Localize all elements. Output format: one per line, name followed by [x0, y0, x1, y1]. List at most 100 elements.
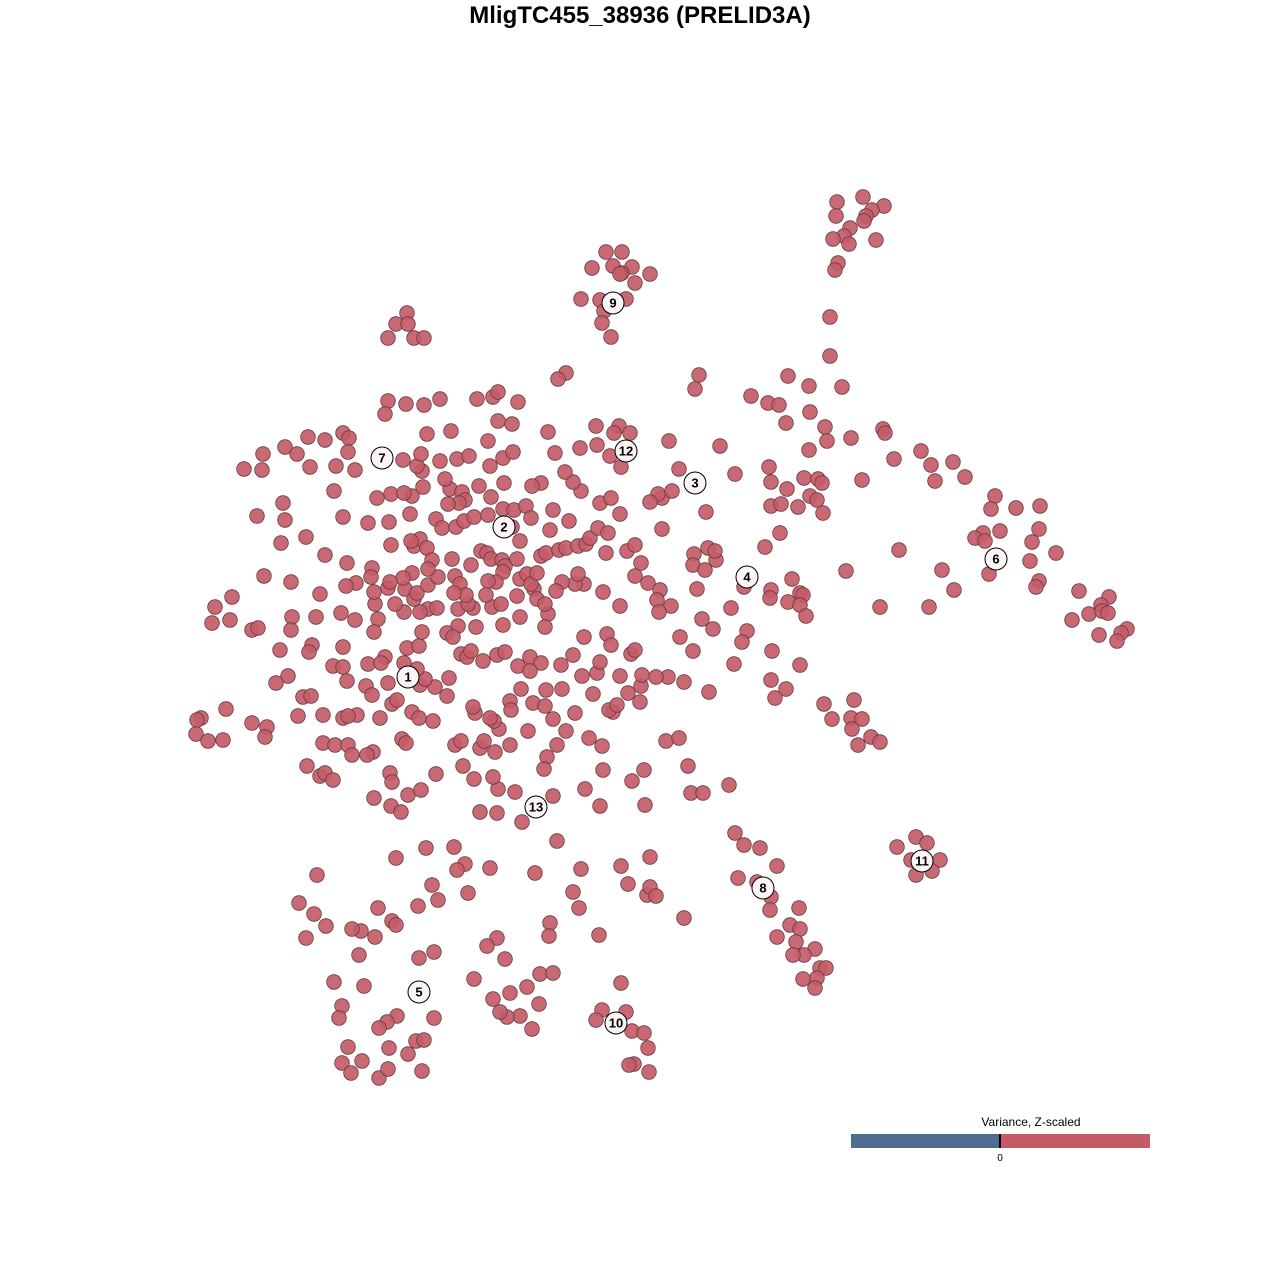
data-point — [627, 568, 643, 584]
data-point — [588, 418, 604, 434]
data-point — [752, 840, 768, 856]
data-point — [341, 430, 357, 446]
data-point — [495, 617, 511, 633]
data-point — [620, 685, 636, 701]
data-point — [603, 490, 619, 506]
data-point — [577, 781, 593, 797]
data-point — [496, 475, 512, 491]
data-point — [957, 469, 973, 485]
data-point — [325, 772, 341, 788]
data-point — [393, 804, 409, 820]
data-point — [591, 927, 607, 943]
data-point — [843, 430, 859, 446]
data-point — [818, 960, 834, 976]
data-point — [335, 639, 351, 655]
data-point — [553, 657, 569, 673]
data-point — [413, 446, 429, 462]
data-point — [460, 885, 476, 901]
data-point — [814, 475, 830, 491]
data-point — [687, 381, 703, 397]
data-point — [468, 619, 484, 635]
data-point — [383, 537, 399, 553]
data-point — [309, 867, 325, 883]
data-point — [603, 637, 619, 653]
data-point — [642, 494, 658, 510]
data-point — [426, 944, 442, 960]
data-point — [598, 545, 614, 561]
data-point — [443, 423, 459, 439]
data-point — [763, 672, 779, 688]
data-point — [934, 562, 950, 578]
data-point — [651, 604, 667, 620]
cluster-label-badge — [370, 446, 394, 470]
data-point — [685, 643, 701, 659]
data-point — [426, 1010, 442, 1026]
data-point — [384, 774, 400, 790]
data-point — [465, 699, 481, 715]
cluster-label-text: 8 — [759, 881, 766, 896]
data-point — [340, 444, 356, 460]
data-point — [380, 1061, 396, 1077]
data-point — [236, 461, 252, 477]
data-point — [510, 394, 526, 410]
data-point — [339, 555, 355, 571]
data-point — [502, 985, 518, 1001]
data-point — [545, 965, 561, 981]
data-point — [308, 609, 324, 625]
data-point — [411, 638, 427, 654]
data-point — [946, 582, 962, 598]
data-point — [701, 684, 717, 700]
data-point — [801, 378, 817, 394]
data-point — [335, 659, 351, 675]
data-point — [987, 488, 1003, 504]
data-point — [520, 723, 536, 739]
data-point — [522, 663, 538, 679]
data-point — [502, 737, 518, 753]
data-point — [550, 371, 566, 387]
data-point — [490, 384, 506, 400]
data-point — [444, 551, 460, 567]
data-point — [676, 674, 692, 690]
data-point — [691, 367, 707, 383]
data-point — [283, 622, 299, 638]
data-point — [672, 629, 688, 645]
data-point — [469, 391, 485, 407]
data-point — [571, 900, 587, 916]
data-point — [497, 644, 513, 660]
data-point — [557, 464, 573, 480]
data-point — [326, 483, 342, 499]
data-point — [727, 466, 743, 482]
cluster-label-text: 12 — [619, 444, 633, 459]
data-point — [532, 966, 548, 982]
data-point — [466, 771, 482, 787]
cluster-label-badge — [407, 980, 431, 1004]
data-point — [1022, 553, 1038, 569]
cluster-label-badge — [492, 515, 516, 539]
data-point — [493, 596, 509, 612]
data-point — [439, 688, 455, 704]
data-point — [303, 688, 319, 704]
data-point — [817, 419, 833, 435]
data-point — [283, 574, 299, 590]
data-point — [446, 839, 462, 855]
data-point — [300, 429, 316, 445]
data-point — [388, 917, 404, 933]
cluster-label-text: 10 — [609, 1016, 623, 1031]
data-point — [382, 574, 398, 590]
data-point — [627, 537, 643, 553]
data-point — [1109, 633, 1125, 649]
data-point — [767, 690, 783, 706]
data-point — [410, 898, 426, 914]
data-point — [387, 596, 403, 612]
cluster-label-text: 4 — [743, 570, 751, 585]
data-point — [664, 483, 680, 499]
data-point — [306, 906, 322, 922]
data-point — [366, 790, 382, 806]
cluster-label-5: 5 — [407, 980, 431, 1004]
data-point — [822, 309, 838, 325]
data-point — [449, 862, 465, 878]
data-point — [565, 647, 581, 663]
data-point — [409, 585, 425, 601]
cluster-label-4: 4 — [735, 565, 759, 589]
data-point — [347, 462, 363, 478]
